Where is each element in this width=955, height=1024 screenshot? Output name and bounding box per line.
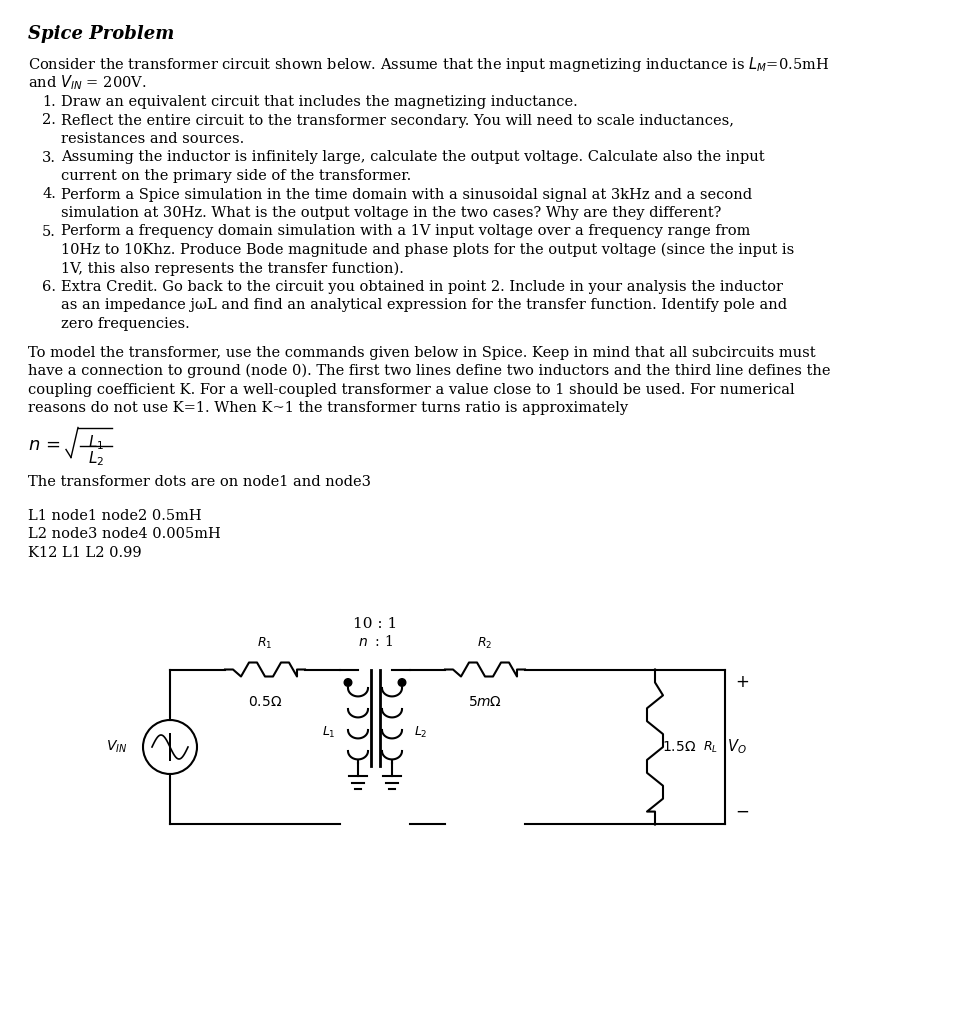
Text: reasons do not use K=1. When K~1 the transformer turns ratio is approximately: reasons do not use K=1. When K~1 the tra… (28, 401, 628, 415)
Text: $n\,=$: $n\,=$ (28, 436, 61, 455)
Text: and $V_{IN}$ = 200V.: and $V_{IN}$ = 200V. (28, 74, 146, 92)
Text: $V_{IN}$: $V_{IN}$ (106, 738, 127, 755)
Text: 3.: 3. (42, 151, 56, 165)
Text: resistances and sources.: resistances and sources. (61, 132, 244, 146)
Text: Reflect the entire circuit to the transformer secondary. You will need to scale : Reflect the entire circuit to the transf… (61, 114, 734, 128)
Text: Assuming the inductor is infinitely large, calculate the output voltage. Calcula: Assuming the inductor is infinitely larg… (61, 151, 765, 165)
Text: Extra Credit. Go back to the circuit you obtained in point 2. Include in your an: Extra Credit. Go back to the circuit you… (61, 280, 783, 294)
Text: Draw an equivalent circuit that includes the magnetizing inductance.: Draw an equivalent circuit that includes… (61, 95, 578, 109)
Text: Perform a Spice simulation in the time domain with a sinusoidal signal at 3kHz a: Perform a Spice simulation in the time d… (61, 187, 753, 202)
Text: $R_L$: $R_L$ (703, 739, 718, 755)
Circle shape (398, 679, 406, 686)
Text: $n\;$ : 1: $n\;$ : 1 (357, 635, 393, 649)
Text: Perform a frequency domain simulation with a 1V input voltage over a frequency r: Perform a frequency domain simulation wi… (61, 224, 751, 239)
Text: $L_1$: $L_1$ (322, 725, 336, 739)
Text: 5.: 5. (42, 224, 56, 239)
Text: $+$: $+$ (735, 675, 749, 691)
Text: Consider the transformer circuit shown below. Assume that the input magnetizing : Consider the transformer circuit shown b… (28, 55, 829, 74)
Text: $-$: $-$ (735, 803, 749, 819)
Text: 10Hz to 10Khz. Produce Bode magnitude and phase plots for the output voltage (si: 10Hz to 10Khz. Produce Bode magnitude an… (61, 243, 795, 257)
Text: L1 node1 node2 0.5mH: L1 node1 node2 0.5mH (28, 509, 202, 523)
Text: $1.5\Omega$: $1.5\Omega$ (662, 740, 696, 754)
Text: The transformer dots are on node1 and node3: The transformer dots are on node1 and no… (28, 475, 371, 489)
Text: simulation at 30Hz. What is the output voltage in the two cases? Why are they di: simulation at 30Hz. What is the output v… (61, 206, 721, 220)
Text: zero frequencies.: zero frequencies. (61, 317, 190, 331)
Circle shape (344, 679, 351, 686)
Text: as an impedance jωL and find an analytical expression for the transfer function.: as an impedance jωL and find an analytic… (61, 299, 787, 312)
Text: $L_2$: $L_2$ (88, 450, 104, 468)
Text: 2.: 2. (42, 114, 56, 128)
Text: $L_2$: $L_2$ (414, 725, 428, 739)
Text: $5m\Omega$: $5m\Omega$ (468, 694, 502, 709)
Text: coupling coefficient K. For a well-coupled transformer a value close to 1 should: coupling coefficient K. For a well-coupl… (28, 383, 795, 396)
Text: $0.5\Omega$: $0.5\Omega$ (248, 694, 282, 709)
Text: $V_O$: $V_O$ (727, 737, 747, 757)
Text: 1.: 1. (42, 95, 56, 109)
Text: $R_1$: $R_1$ (257, 636, 273, 651)
Text: 6.: 6. (42, 280, 56, 294)
Text: current on the primary side of the transformer.: current on the primary side of the trans… (61, 169, 412, 183)
Text: 1V, this also represents the transfer function).: 1V, this also represents the transfer fu… (61, 261, 404, 275)
Text: $L_1$: $L_1$ (88, 433, 104, 453)
Text: 10 : 1: 10 : 1 (353, 617, 397, 632)
Text: To model the transformer, use the commands given below in Spice. Keep in mind th: To model the transformer, use the comman… (28, 345, 816, 359)
Text: Spice Problem: Spice Problem (28, 25, 174, 43)
Text: 4.: 4. (42, 187, 56, 202)
Text: L2 node3 node4 0.005mH: L2 node3 node4 0.005mH (28, 527, 221, 542)
Text: $R_2$: $R_2$ (478, 636, 493, 651)
Text: have a connection to ground (node 0). The first two lines define two inductors a: have a connection to ground (node 0). Th… (28, 364, 831, 379)
Text: K12 L1 L2 0.99: K12 L1 L2 0.99 (28, 546, 141, 560)
